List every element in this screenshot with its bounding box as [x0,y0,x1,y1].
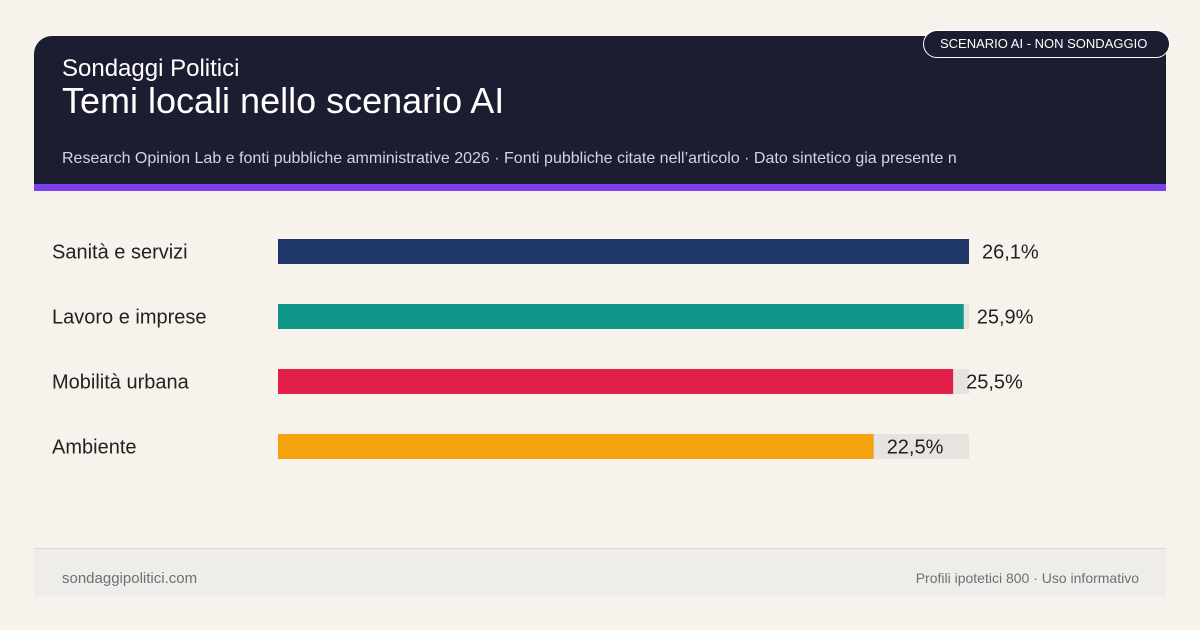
value-label: 22,5% [887,437,944,459]
category-label: Mobilità urbana [52,372,190,394]
bar-1 [278,304,964,329]
header-accent-line [34,184,1166,191]
brand-name: Sondaggi Politici [62,55,240,82]
value-label: 26,1% [982,242,1039,264]
chart-sources: Research Opinion Lab e fonti pubbliche a… [62,150,957,167]
bar-3 [278,434,874,459]
category-label: Lavoro e imprese [52,307,207,329]
footer: sondaggipolitici.com Profili ipotetici 8… [34,548,1166,597]
chart-title: Temi locali nello scenario AI [62,80,505,121]
category-label: Ambiente [52,437,137,459]
value-label: 25,5% [966,372,1023,394]
scenario-badge: SCENARIO AI - NON SONDAGGIO [923,30,1170,58]
footer-site: sondaggipolitici.com [62,570,198,587]
chart-header: Sondaggi Politici Temi locali nello scen… [34,36,1166,184]
bar-chart: Sanità e servizi 26,1% Lavoro e imprese 25,… [52,239,1039,459]
bar-0 [278,239,969,264]
category-label: Sanità e servizi [52,242,188,264]
value-label: 25,9% [977,307,1034,329]
bar-2 [278,369,954,394]
footer-note: Profili ipotetici 800 · Uso informativo [915,570,1139,586]
